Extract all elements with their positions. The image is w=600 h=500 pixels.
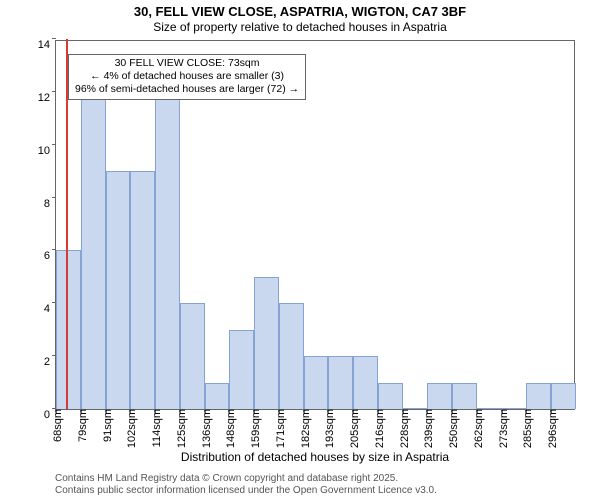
x-tick-label: 159sqm <box>246 409 262 448</box>
x-tick-label: 216sqm <box>370 409 386 448</box>
x-tick-label: 285sqm <box>518 409 534 448</box>
x-tick-label: 171sqm <box>271 409 287 448</box>
x-tick-label: 193sqm <box>320 409 336 448</box>
y-tick-mark <box>52 38 56 39</box>
histogram-bar <box>427 383 452 409</box>
footer-attribution: Contains HM Land Registry data © Crown c… <box>55 473 437 497</box>
x-tick-label: 273sqm <box>494 409 510 448</box>
histogram-bar <box>353 356 378 409</box>
x-tick-label: 205sqm <box>345 409 361 448</box>
histogram-bar <box>328 356 353 409</box>
x-axis-label: Distribution of detached houses by size … <box>55 450 575 464</box>
y-tick-label: 10 <box>38 145 56 157</box>
footer-line-1: Contains HM Land Registry data © Crown c… <box>55 473 437 485</box>
x-tick-label: 125sqm <box>172 409 188 448</box>
histogram-bar <box>155 92 180 409</box>
x-tick-label: 250sqm <box>444 409 460 448</box>
annotation-line: 96% of semi-detached houses are larger (… <box>75 83 299 96</box>
footer-line-2: Contains public sector information licen… <box>55 485 437 497</box>
x-tick-label: 296sqm <box>543 409 559 448</box>
x-tick-label: 91sqm <box>98 409 114 442</box>
y-tick-label: 14 <box>38 39 56 51</box>
y-tick-label: 2 <box>44 356 56 368</box>
y-tick-label: 12 <box>38 92 56 104</box>
plot-area: 0246810121468sqm79sqm91sqm102sqm114sqm12… <box>55 40 575 410</box>
x-tick-label: 79sqm <box>73 409 89 442</box>
x-tick-label: 136sqm <box>197 409 213 448</box>
y-tick-mark <box>52 144 56 145</box>
y-tick-mark <box>52 91 56 92</box>
title-line-1: 30, FELL VIEW CLOSE, ASPATRIA, WIGTON, C… <box>0 4 600 19</box>
histogram-bar <box>378 383 403 409</box>
y-tick-label: 6 <box>44 250 56 262</box>
histogram-bar <box>526 383 551 409</box>
histogram-bar <box>304 356 329 409</box>
histogram-bar <box>229 330 254 409</box>
histogram-bar <box>130 171 155 409</box>
chart-titles: 30, FELL VIEW CLOSE, ASPATRIA, WIGTON, C… <box>0 0 600 34</box>
histogram-bar <box>180 303 205 409</box>
y-tick-mark <box>52 197 56 198</box>
histogram-bar <box>81 92 106 409</box>
histogram-bar <box>254 277 279 409</box>
x-tick-label: 239sqm <box>419 409 435 448</box>
histogram-bar <box>106 171 131 409</box>
histogram-bar <box>205 383 230 409</box>
x-tick-label: 228sqm <box>395 409 411 448</box>
title-line-2: Size of property relative to detached ho… <box>0 20 600 34</box>
x-tick-label: 68sqm <box>48 409 64 442</box>
histogram-bar <box>279 303 304 409</box>
annotation-line: ← 4% of detached houses are smaller (3) <box>75 70 299 83</box>
y-tick-label: 8 <box>44 198 56 210</box>
x-tick-label: 114sqm <box>147 409 163 447</box>
annotation-box: 30 FELL VIEW CLOSE: 73sqm← 4% of detache… <box>68 54 306 99</box>
histogram-bar <box>551 383 576 409</box>
y-tick-label: 4 <box>44 303 56 315</box>
annotation-line: 30 FELL VIEW CLOSE: 73sqm <box>75 57 299 70</box>
x-tick-label: 102sqm <box>122 409 138 448</box>
x-tick-label: 182sqm <box>296 409 312 448</box>
x-tick-label: 148sqm <box>221 409 237 448</box>
x-tick-label: 262sqm <box>469 409 485 448</box>
histogram-bar <box>452 383 477 409</box>
